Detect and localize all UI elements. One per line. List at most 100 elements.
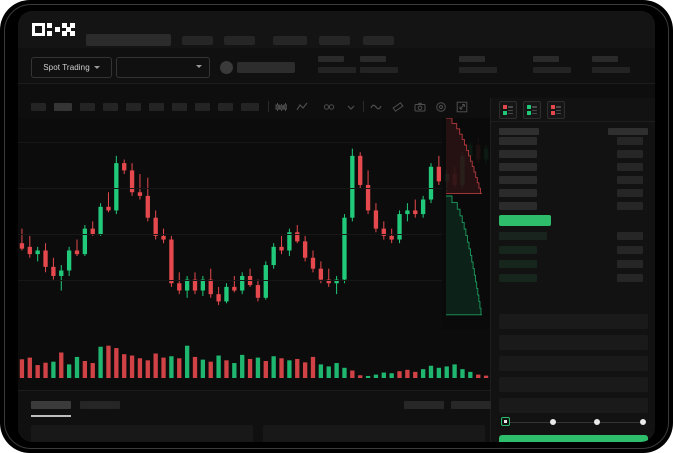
gridline xyxy=(18,142,490,143)
timeframe-button[interactable] xyxy=(241,103,259,111)
chevron-down-icon xyxy=(93,66,100,69)
ask-row-price[interactable] xyxy=(499,150,537,158)
submit-order-button[interactable] xyxy=(499,435,648,442)
amount-percent-slider[interactable] xyxy=(501,417,647,427)
nav-item[interactable] xyxy=(319,36,350,45)
market-type-selector[interactable]: Spot Trading xyxy=(31,57,112,78)
ask-row-amount xyxy=(617,202,643,210)
stat-value xyxy=(318,67,356,73)
timeframe-button[interactable] xyxy=(103,103,118,111)
toolbar-separator xyxy=(363,101,364,112)
ask-row-amount xyxy=(617,150,643,158)
okx-logo[interactable] xyxy=(32,23,76,36)
asks-icon[interactable] xyxy=(547,101,565,119)
timeframe-button[interactable] xyxy=(54,103,72,111)
bid-row-price[interactable] xyxy=(499,246,537,254)
trading-pair-selector[interactable] xyxy=(116,57,210,78)
stat-value xyxy=(592,67,630,73)
divider xyxy=(491,121,655,122)
market-stat xyxy=(592,56,630,73)
buy-sell-tabs: Buy Sell xyxy=(491,286,655,308)
market-stat xyxy=(459,56,497,73)
orderbook-view-modes xyxy=(499,101,565,119)
volume-series xyxy=(19,345,489,378)
bottom-action-button[interactable] xyxy=(451,401,491,409)
slider-dot[interactable] xyxy=(594,418,601,425)
bid-row-dim xyxy=(499,232,547,240)
logo-letter-k xyxy=(47,23,60,36)
market-stat xyxy=(318,56,356,73)
order-form-field[interactable] xyxy=(499,335,648,350)
slider-handle[interactable] xyxy=(501,417,510,426)
nav-item[interactable] xyxy=(273,36,307,45)
pair-name-placeholder xyxy=(237,62,295,73)
gridline xyxy=(18,188,490,189)
bid-row-amount xyxy=(617,232,643,240)
chevron-down-icon xyxy=(196,65,202,68)
measure-icon[interactable] xyxy=(392,101,404,113)
nav-item[interactable] xyxy=(363,36,394,45)
candlestick-icon[interactable] xyxy=(275,101,287,113)
timeframe-button[interactable] xyxy=(218,103,233,111)
logo-letter-o xyxy=(32,23,45,36)
stat-value xyxy=(459,67,497,73)
timeframe-button[interactable] xyxy=(195,103,210,111)
bottom-tab-order-history[interactable] xyxy=(80,401,120,409)
stat-label xyxy=(318,56,344,62)
timeframe-button[interactable] xyxy=(80,103,95,111)
bottom-tab-open-orders[interactable] xyxy=(31,401,71,409)
timeframe-button[interactable] xyxy=(172,103,187,111)
bottom-action-button[interactable] xyxy=(404,401,444,409)
ask-row-amount xyxy=(617,163,643,171)
gridline xyxy=(18,280,490,281)
fullscreen-icon[interactable] xyxy=(456,101,468,113)
settings-icon[interactable] xyxy=(435,101,447,113)
orderbook-column-header xyxy=(499,128,539,135)
ask-row-price[interactable] xyxy=(499,176,537,184)
ask-row-price[interactable] xyxy=(499,137,537,145)
orders-bottom-panel xyxy=(18,390,491,442)
both-icon[interactable] xyxy=(499,101,517,119)
indicator-icon[interactable] xyxy=(323,101,335,113)
timeframe-button[interactable] xyxy=(126,103,141,111)
top-navigation-bar xyxy=(18,11,655,48)
slider-dot[interactable] xyxy=(549,418,556,425)
line-chart-icon[interactable] xyxy=(296,101,308,113)
candlestick-chart[interactable] xyxy=(18,118,490,330)
camera-icon[interactable] xyxy=(414,101,426,113)
nav-item[interactable] xyxy=(224,36,255,45)
volume-chart xyxy=(18,330,490,390)
slider-dot[interactable] xyxy=(640,418,646,425)
pair-avatar xyxy=(220,61,233,74)
orderbook-column-header xyxy=(608,128,648,135)
order-form-field[interactable] xyxy=(499,356,648,371)
market-stat xyxy=(533,56,571,73)
chevron-down-icon[interactable] xyxy=(345,101,357,113)
bid-row-amount xyxy=(617,260,643,268)
ask-row-amount xyxy=(617,189,643,197)
ask-row-price[interactable] xyxy=(499,202,537,210)
search-input[interactable] xyxy=(86,34,171,46)
timeframe-button[interactable] xyxy=(149,103,164,111)
spread-price-row[interactable] xyxy=(499,215,551,226)
order-form-field[interactable] xyxy=(499,314,648,329)
market-stat xyxy=(360,56,398,73)
ask-row-price[interactable] xyxy=(499,189,537,197)
stat-label xyxy=(459,56,485,62)
order-book-panel: Buy Sell xyxy=(490,98,655,442)
wave-icon[interactable] xyxy=(370,101,382,113)
bottom-content-panel xyxy=(31,425,253,442)
bid-row-price[interactable] xyxy=(499,274,537,282)
bottom-active-underline xyxy=(31,415,71,417)
timeframe-button[interactable] xyxy=(31,103,46,111)
order-form-field[interactable] xyxy=(499,377,648,392)
order-form-field[interactable] xyxy=(499,398,648,413)
ask-row-price[interactable] xyxy=(499,163,537,171)
nav-item[interactable] xyxy=(182,36,213,45)
bottom-content-panel xyxy=(263,425,485,442)
logo-letter-x xyxy=(62,23,75,36)
bids-icon[interactable] xyxy=(523,101,541,119)
bid-row-price[interactable] xyxy=(499,260,537,268)
bid-row-amount xyxy=(617,246,643,254)
